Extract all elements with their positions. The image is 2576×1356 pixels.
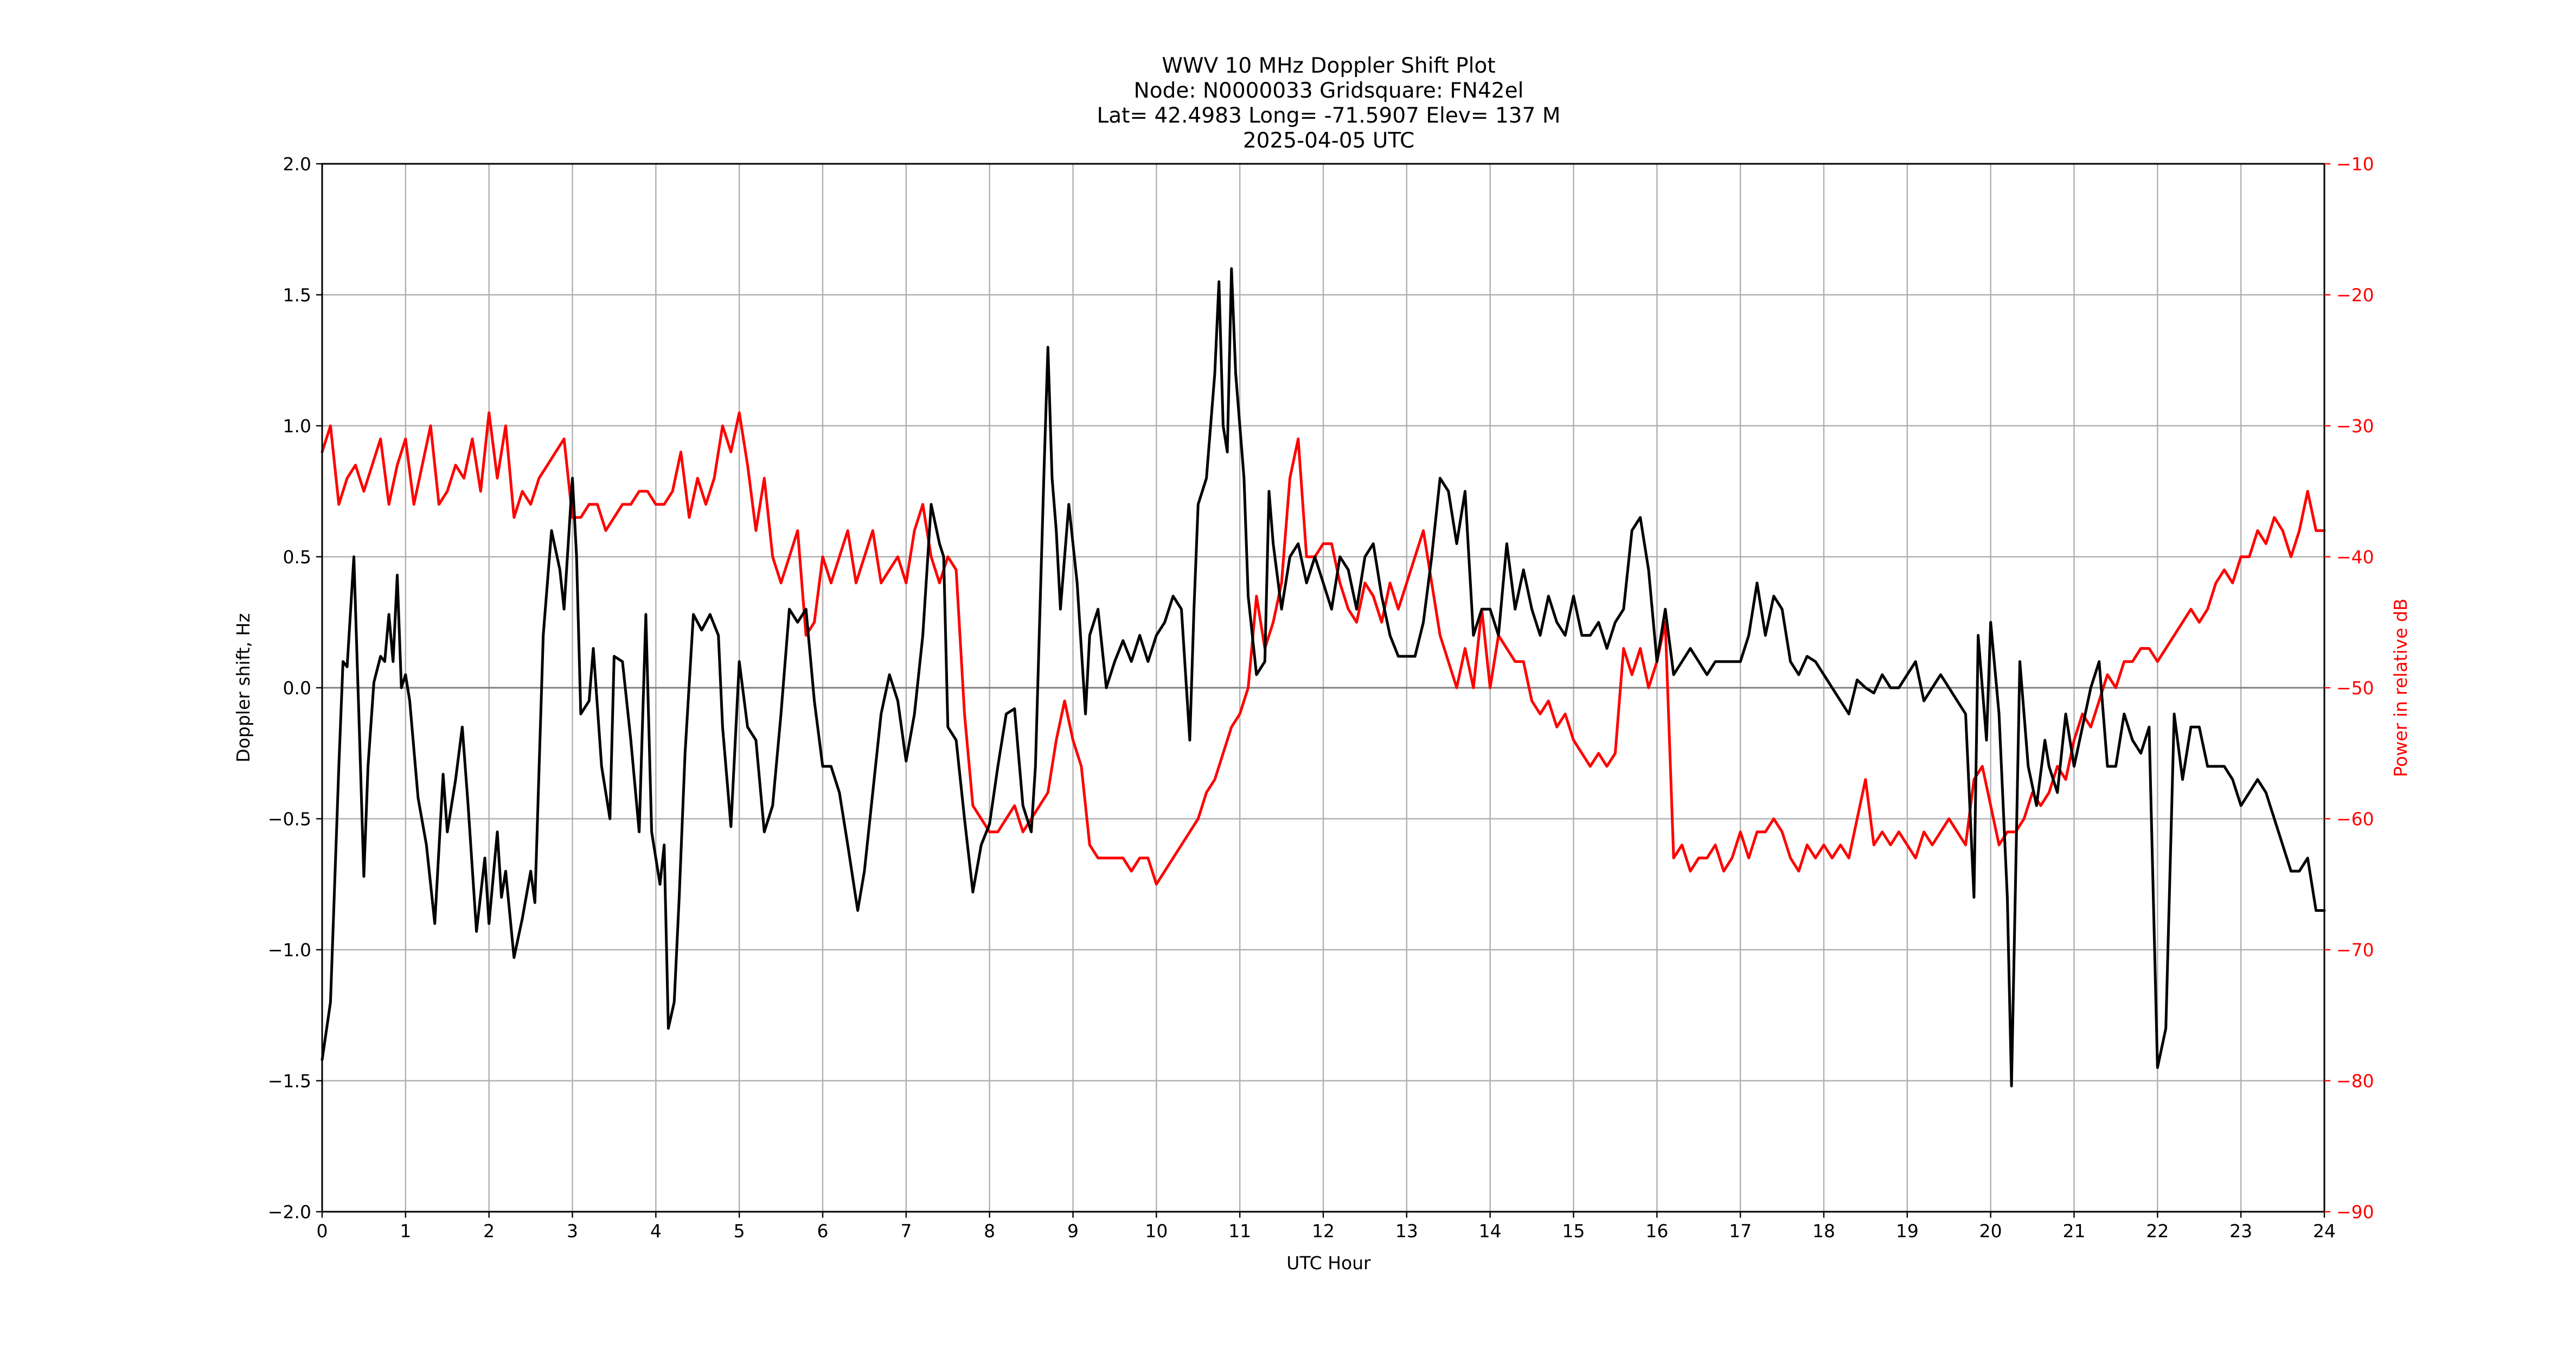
- x-tick-label: 14: [1479, 1220, 1502, 1242]
- x-tick-label: 10: [1145, 1220, 1168, 1242]
- y-tick-label: 1.0: [283, 415, 311, 437]
- y2-tick-label: −40: [2336, 547, 2374, 568]
- y-tick-label: −0.5: [268, 809, 311, 830]
- x-tick-label: 23: [2229, 1220, 2252, 1242]
- x-tick-label: 24: [2313, 1220, 2336, 1242]
- x-tick-label: 22: [2146, 1220, 2169, 1242]
- x-axis-label: UTC Hour: [1286, 1252, 1371, 1274]
- x-tick-label: 20: [1979, 1220, 2002, 1242]
- x-tick-label: 12: [1312, 1220, 1335, 1242]
- x-tick-label: 3: [567, 1220, 578, 1242]
- y2-tick-label: −10: [2336, 153, 2374, 175]
- title-line-3: Lat= 42.4983 Long= -71.5907 Elev= 137 M: [1097, 104, 1561, 128]
- y-tick-label: 2.0: [283, 153, 311, 175]
- x-tick-label: 21: [2063, 1220, 2086, 1242]
- x-tick-label: 0: [317, 1220, 328, 1242]
- x-tick-label: 9: [1067, 1220, 1079, 1242]
- x-tick-label: 2: [483, 1220, 495, 1242]
- x-tick-label: 4: [650, 1220, 662, 1242]
- y-tick-label: 0.5: [283, 547, 311, 568]
- power-series-line: [321, 411, 2326, 886]
- x-tick-label: 5: [734, 1220, 745, 1242]
- y-tick-label: 1.5: [283, 285, 311, 306]
- title-line-1: WWV 10 MHz Doppler Shift Plot: [1162, 54, 1495, 78]
- y2-tick-label: −70: [2336, 939, 2374, 961]
- y-tick-label: −1.5: [268, 1071, 311, 1092]
- y2-tick-label: −50: [2336, 677, 2374, 699]
- y-tick-label: −2.0: [268, 1201, 311, 1223]
- x-tick-label: 15: [1562, 1220, 1585, 1242]
- title-line-4: 2025-04-05 UTC: [1243, 129, 1414, 153]
- x-tick-label: 11: [1228, 1220, 1251, 1242]
- y2-tick-label: −90: [2336, 1201, 2374, 1223]
- x-tick-label: 6: [817, 1220, 829, 1242]
- y2-axis-label: Power in relative dB: [2390, 598, 2411, 777]
- x-tick-label: 1: [400, 1220, 411, 1242]
- chart-title: WWV 10 MHz Doppler Shift Plot Node: N000…: [1097, 54, 1561, 153]
- y-tick-label: −1.0: [268, 939, 311, 961]
- x-tick-label: 18: [1812, 1220, 1835, 1242]
- x-tick-label: 17: [1729, 1220, 1752, 1242]
- axis-ticks: 0 1 2 3 4 5 6 7 8 9 10 11 12 13 14 15 16 17 18 19 20 21 22 23 24…: [268, 153, 2374, 1242]
- y2-tick-label: −30: [2336, 415, 2374, 437]
- x-tick-label: 19: [1896, 1220, 1919, 1242]
- y2-tick-label: −60: [2336, 809, 2374, 830]
- title-line-2: Node: N0000033 Gridsquare: FN42el: [1134, 79, 1524, 103]
- y-axis-label: Doppler shift, Hz: [233, 613, 254, 762]
- y2-tick-label: −20: [2336, 285, 2374, 306]
- x-tick-label: 7: [900, 1220, 912, 1242]
- plot-series: [321, 267, 2326, 1088]
- y-tick-label: 0.0: [283, 677, 311, 699]
- x-tick-label: 16: [1645, 1220, 1668, 1242]
- y2-tick-label: −80: [2336, 1071, 2374, 1092]
- doppler-series-line: [321, 267, 2326, 1088]
- x-tick-label: 13: [1395, 1220, 1418, 1242]
- x-tick-label: 8: [984, 1220, 995, 1242]
- gridlines: [321, 163, 2325, 1213]
